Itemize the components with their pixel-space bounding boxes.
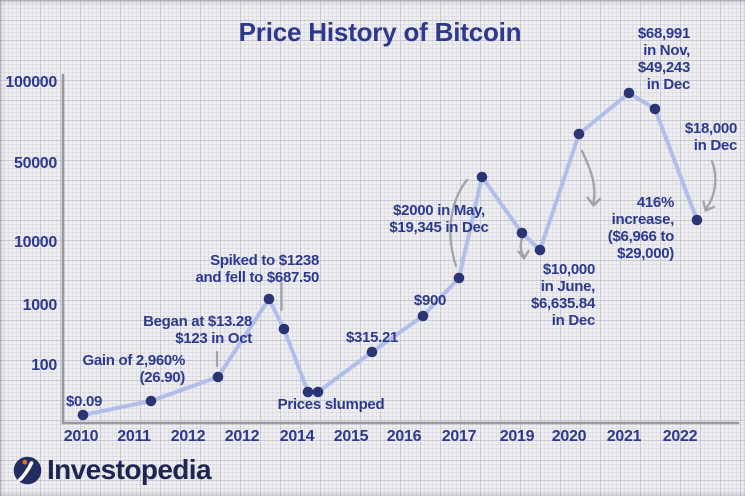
- annotation-price-2022: $18,000 in Dec: [684, 120, 737, 155]
- x-tick-2019-8: 2019: [499, 428, 535, 445]
- down-arrow-2019: [519, 234, 525, 258]
- price-point-2013-4: [278, 323, 290, 335]
- y-tick-1000: 1000: [22, 297, 58, 314]
- price-point-2015-7: [366, 346, 378, 358]
- down-arrow-2019-head: [517, 249, 530, 260]
- curved-arrow-2022: [704, 159, 717, 211]
- annotation-price-2015: $315.21: [345, 329, 399, 346]
- price-point-2020-13: [573, 128, 585, 140]
- annotation-increase-2020: 416% increase, ($6,966 to $29,000): [607, 194, 675, 263]
- price-point-2021-14: [623, 87, 635, 99]
- y-tick-50000: 50000: [14, 155, 57, 172]
- annotation-price-2017: $2000 in May, $19,345 in Dec: [389, 202, 489, 237]
- investopedia-logo: Investopedia: [12, 454, 212, 486]
- annotation-gain-2011: Gain of 2,960% (26.90): [82, 352, 185, 387]
- annotation-price-2019: $10,000 in June, $6,635.84 in Dec: [530, 261, 595, 330]
- price-point-2014-5: [302, 386, 314, 398]
- y-tick-100: 100: [31, 357, 57, 374]
- price-point-2010-0: [77, 409, 89, 421]
- price-point-2021-15: [649, 103, 661, 115]
- callout-arc-2017: [449, 178, 469, 268]
- price-series-layer: [77, 87, 703, 421]
- chart-title: Price History of Bitcoin: [238, 17, 522, 47]
- x-tick-2010-0: 2010: [63, 428, 99, 445]
- price-point-2013-3: [263, 293, 275, 305]
- y-tick-10000: 10000: [14, 234, 57, 251]
- x-tick-2011-1: 2011: [117, 428, 151, 445]
- x-tick-2020-9: 2020: [551, 428, 587, 445]
- investopedia-logo-icon: [13, 456, 42, 484]
- x-tick-2016-6: 2016: [386, 428, 422, 445]
- y-tick-100000: 100000: [5, 74, 57, 91]
- annotation-price-2010: $0.09: [66, 393, 103, 410]
- price-point-2014-6: [312, 386, 324, 398]
- x-tick-2022-11: 2022: [662, 428, 698, 445]
- investopedia-wordmark: Investopedia: [47, 454, 212, 485]
- curved-arrow-2022-head: [702, 200, 716, 212]
- price-point-2011-1: [145, 395, 157, 407]
- annotation-price-2021: $68,991 in Nov, $49,243 in Dec: [637, 25, 690, 94]
- annotation-price-2016: $900: [413, 292, 447, 309]
- price-point-2012-2: [212, 371, 224, 383]
- x-tick-2014-4: 2014: [279, 428, 315, 445]
- price-point-2019-12: [534, 244, 546, 256]
- x-tick-2017-7: 2017: [441, 428, 477, 445]
- x-tick-2021-10: 2021: [606, 428, 642, 445]
- price-point-2017-9: [453, 272, 465, 284]
- annotation-began-2012: Began at $13.28 $123 in Oct: [143, 313, 252, 348]
- x-tick-2012-3: 2012: [224, 428, 260, 445]
- annotation-slump-2014: Prices slumped: [277, 396, 385, 413]
- price-point-2016-8: [417, 310, 429, 322]
- curved-arrow-2020: [580, 149, 596, 205]
- price-point-2017-10: [476, 171, 488, 183]
- annotation-spike-2013: Spiked to $1238 and fell to $687.50: [195, 252, 319, 287]
- x-tick-2015-5: 2015: [333, 428, 369, 445]
- price-point-2022-16: [691, 214, 703, 226]
- x-tick-2012-2: 2012: [170, 428, 206, 445]
- curved-arrow-2020-head: [586, 196, 602, 207]
- price-point-2019-11: [516, 227, 528, 239]
